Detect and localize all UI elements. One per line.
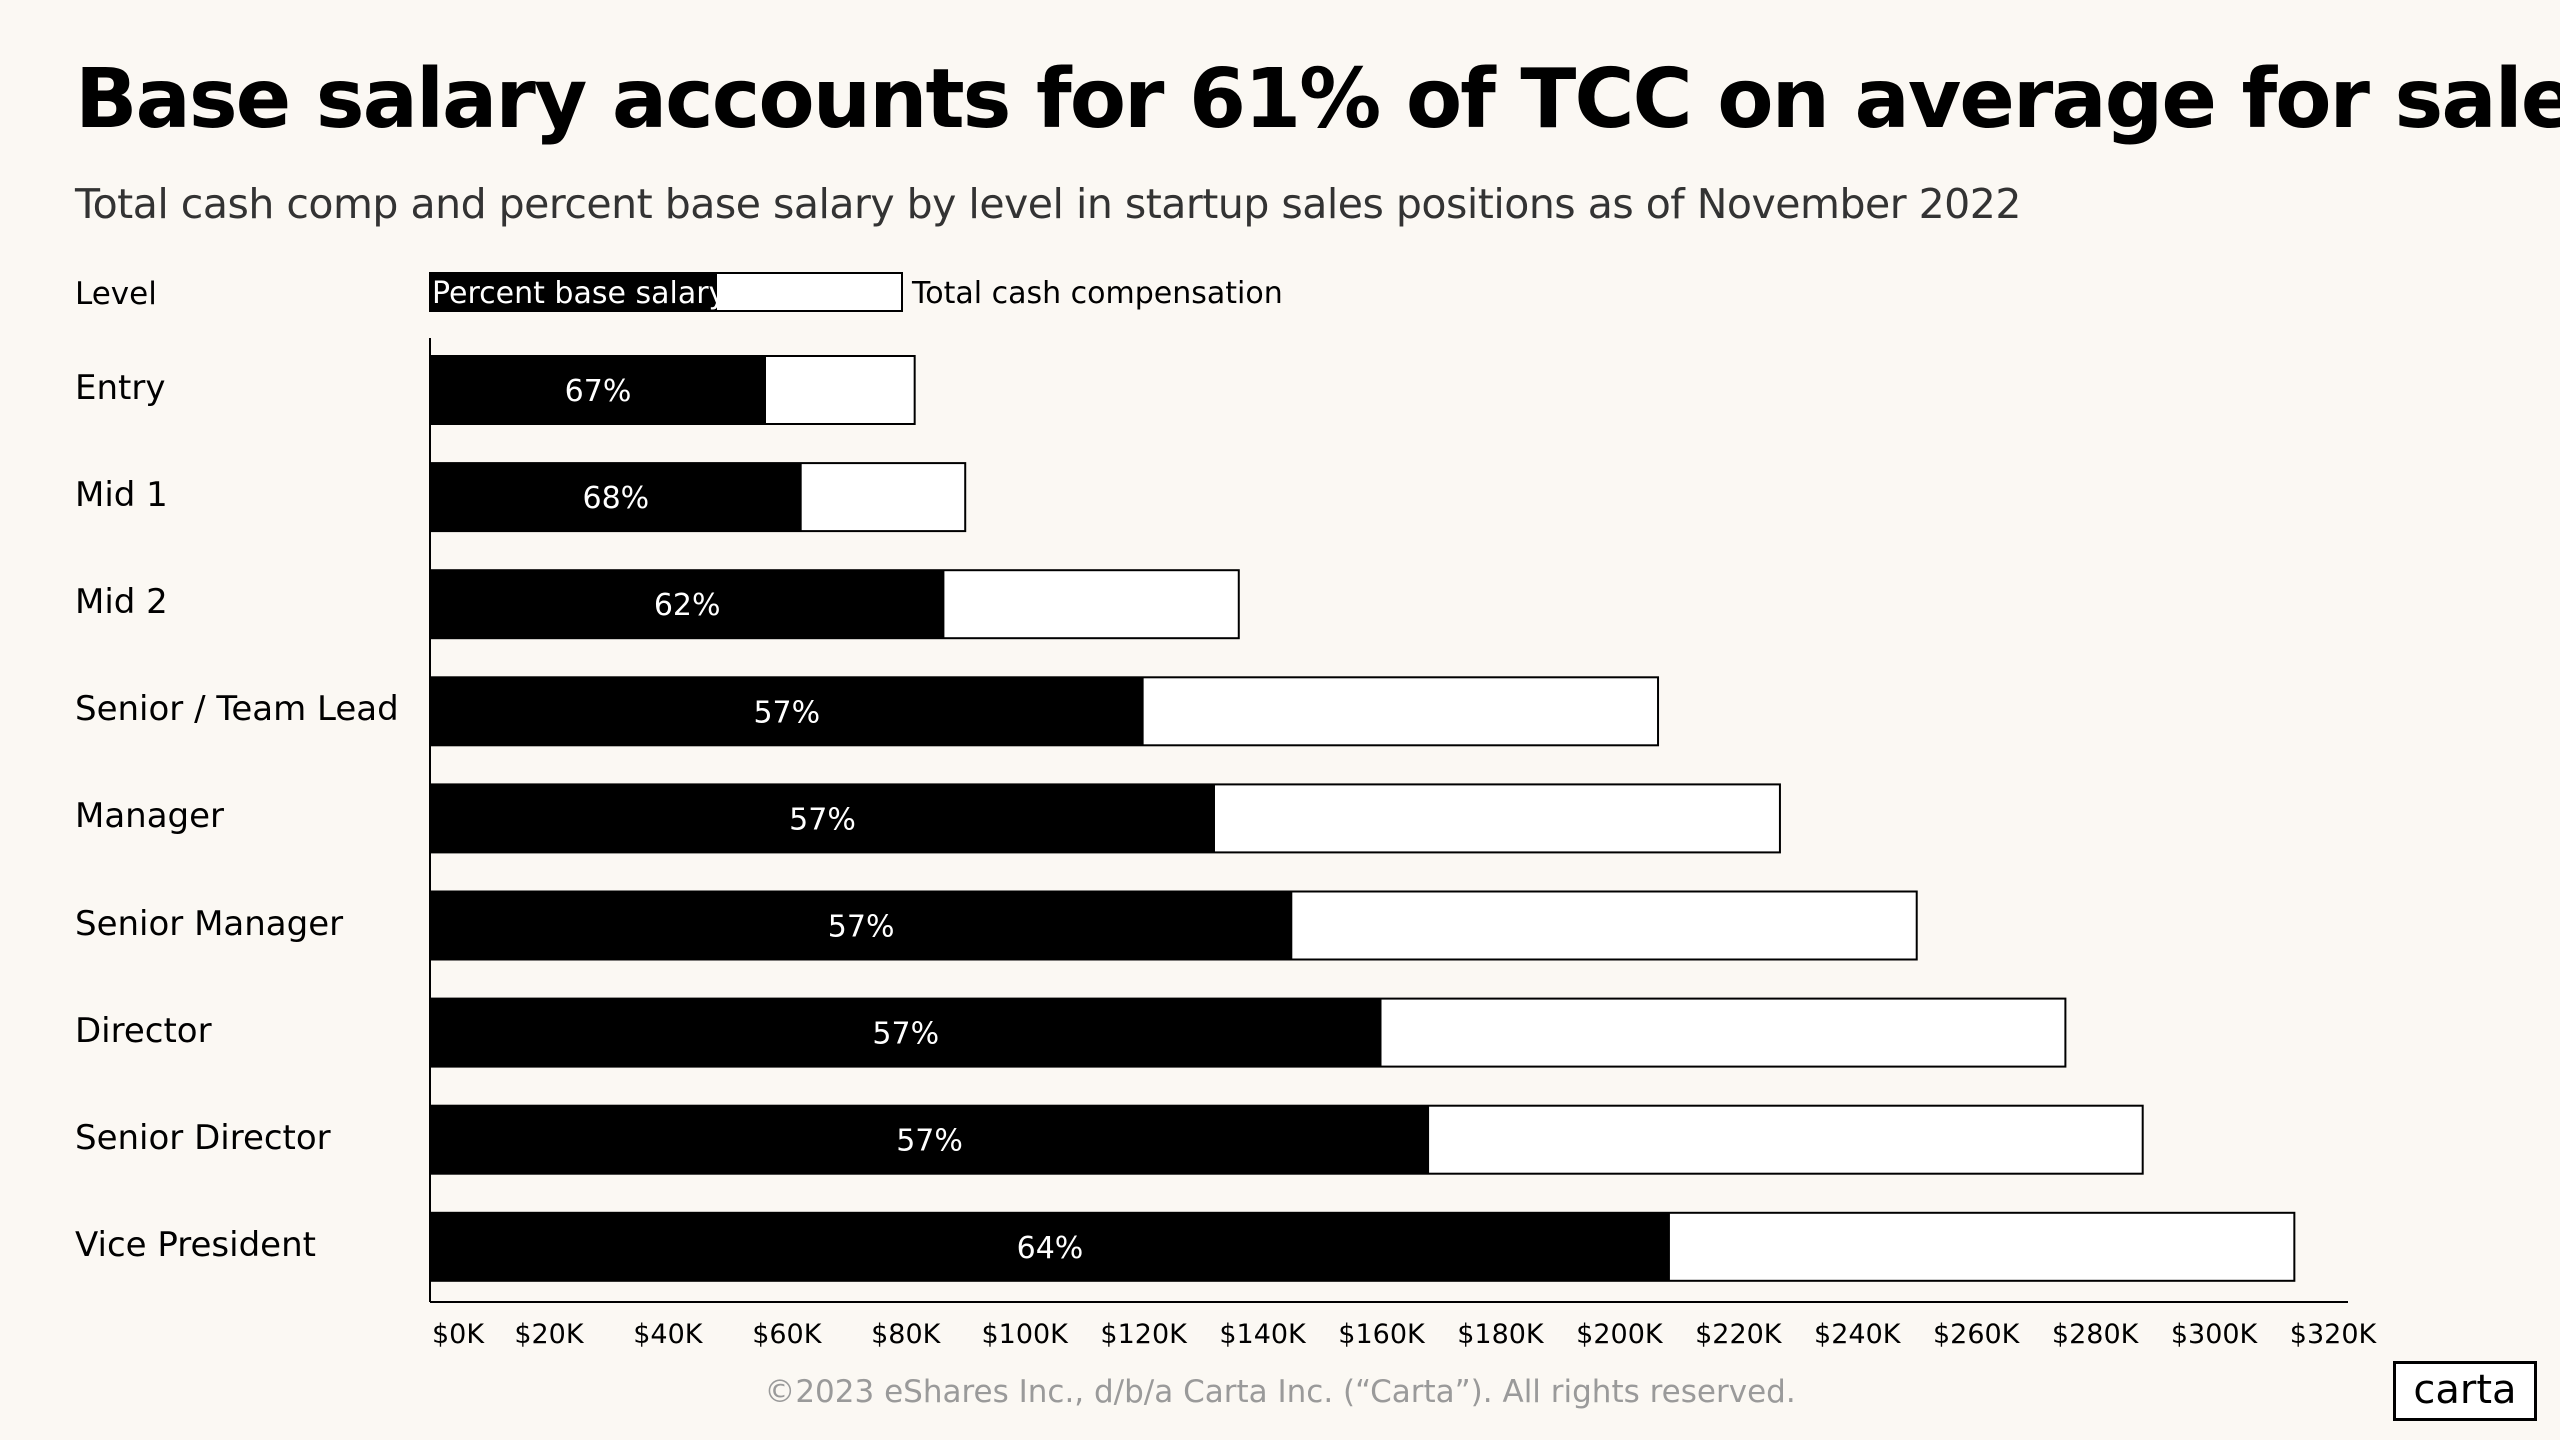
copyright-footer: ©2023 eShares Inc., d/b/a Carta Inc. (“C… [764,1374,1796,1410]
legend-base-salary-label: Percent base salary [432,276,727,311]
category-label: Senior / Team Lead [75,689,399,730]
legend-swatch [429,272,903,312]
x-tick-label: $140K [1219,1319,1307,1350]
category-label: Manager [75,796,225,837]
x-tick-label: $40K [633,1319,704,1350]
category-label: Mid 1 [75,475,168,516]
chart-subtitle: Total cash comp and percent base salary … [75,180,2021,228]
x-tick-label: $320K [2290,1319,2378,1350]
base-salary-bar [430,677,1144,746]
percent-label: 68% [582,481,649,516]
base-salary-bar [430,356,766,424]
legend-tcc-label: Total cash compensation [912,276,1283,311]
percent-label: 57% [789,802,856,837]
percent-label: 57% [753,695,820,730]
x-tick-label: $20K [514,1319,585,1350]
level-column-header: Level [75,276,157,312]
x-tick-label: $100K [981,1319,1069,1350]
legend-base-fill [431,274,717,310]
x-tick-label: $160K [1338,1319,1426,1350]
base-salary-bar [430,1105,1430,1174]
category-label: Senior Director [75,1117,331,1158]
x-tick-label: $120K [1100,1319,1188,1350]
x-tick-label: $220K [1695,1319,1783,1350]
base-salary-bar [430,784,1215,853]
chart-title: Base salary accounts for 61% of TCC on a… [75,52,2560,147]
x-tick-label: $240K [1814,1319,1902,1350]
x-tick-label: $300K [2171,1319,2259,1350]
category-label: Mid 2 [75,582,168,623]
base-salary-bar [430,570,945,639]
x-tick-label: $60K [752,1319,823,1350]
base-salary-bar [430,1212,1670,1281]
category-label: Director [75,1010,212,1051]
x-tick-label: $200K [1576,1319,1664,1350]
percent-label: 62% [654,588,721,623]
base-salary-bar [430,463,802,532]
percent-label: 57% [896,1124,963,1159]
base-salary-bar [430,891,1293,960]
category-label: Vice President [75,1224,316,1265]
carta-logo: carta [2393,1361,2537,1421]
x-tick-label: $180K [1457,1319,1545,1350]
category-label: Entry [75,368,166,408]
percent-label: 57% [828,910,895,945]
base-salary-bar [430,998,1382,1067]
percent-label: 57% [872,1017,939,1052]
x-tick-label: $280K [2052,1319,2140,1350]
category-label: Senior Manager [75,903,344,944]
x-tick-label: $260K [1933,1319,2021,1350]
percent-label: 67% [565,374,632,409]
x-tick-label: $80K [871,1319,942,1350]
percent-label: 64% [1017,1231,1084,1266]
x-tick-label: $0K [432,1319,485,1350]
